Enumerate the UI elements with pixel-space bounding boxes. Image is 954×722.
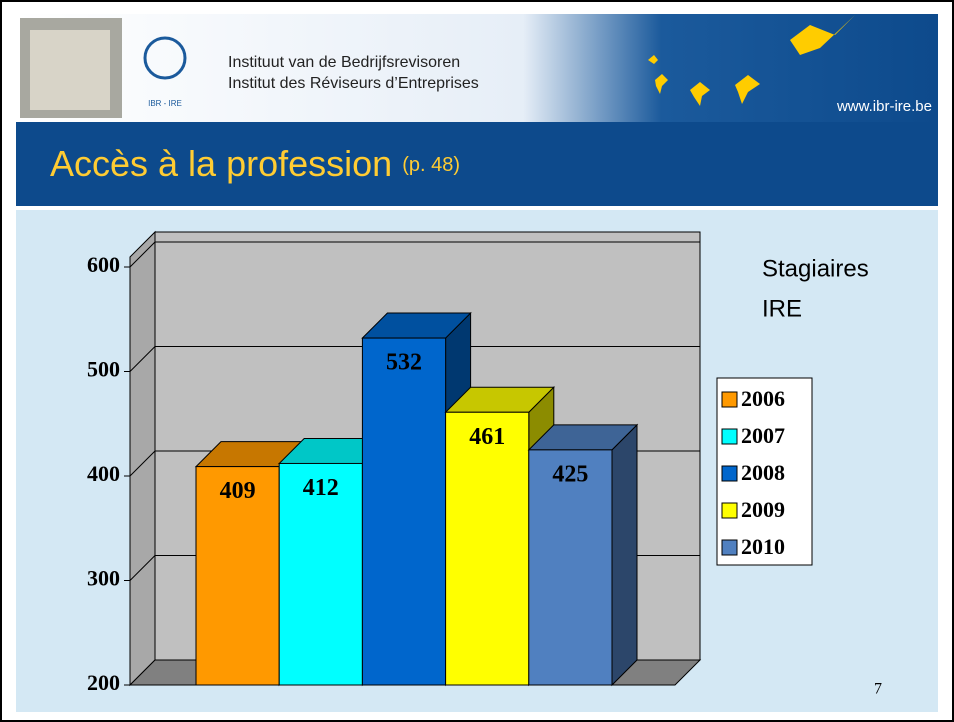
- header-band: [16, 14, 938, 122]
- side-wall: [129, 230, 156, 687]
- building-facade: [30, 30, 110, 110]
- logo: [143, 36, 187, 80]
- value-label: 412: [303, 475, 339, 501]
- legend-swatch: [721, 502, 738, 519]
- legend-label: 2009: [741, 497, 785, 522]
- legend-swatch: [721, 539, 738, 556]
- bar: [528, 449, 613, 686]
- y-tick-label: 400: [87, 461, 120, 486]
- value-label: 425: [552, 461, 588, 487]
- value-label: 409: [220, 478, 256, 504]
- grid-line-side: [129, 241, 156, 268]
- y-tick-label: 600: [87, 252, 120, 277]
- fr-name: Institut des Réviseurs d’Entreprises: [228, 75, 479, 92]
- nl-name: Instituut van de Bedrijfsrevisoren: [228, 54, 460, 71]
- annotation: Stagiaires: [762, 255, 869, 282]
- legend-label: 2008: [741, 460, 785, 485]
- title-bar: [16, 122, 938, 206]
- page-number: 7: [874, 681, 882, 698]
- bar: [361, 337, 447, 686]
- logo-text: IBR - IRE: [148, 99, 182, 108]
- title-main: Accès à la profession: [50, 143, 392, 184]
- value-label: 461: [469, 424, 505, 450]
- website: www.ibr-ire.be: [836, 98, 932, 115]
- stars: [648, 15, 855, 106]
- slide-title: Accès à la profession (p. 48): [50, 143, 460, 184]
- bar-side: [611, 423, 638, 687]
- value-label: 532: [386, 350, 422, 376]
- legend-swatch: [721, 465, 738, 482]
- grid-line-side: [129, 555, 156, 581]
- title-ref: (p. 48): [402, 154, 460, 176]
- bar: [278, 462, 363, 686]
- y-tick-label: 500: [87, 357, 120, 382]
- bar: [445, 411, 530, 686]
- chart: 200 300 400 500 600 409 412 532 461 425 Stagiaires…: [87, 230, 869, 695]
- legend-swatch: [721, 391, 738, 408]
- annotation: IRE: [762, 295, 802, 322]
- legend-swatch: [721, 428, 738, 445]
- y-tick-label: 200: [87, 670, 120, 695]
- y-tick-label: 300: [87, 566, 120, 591]
- grid-line-side: [129, 346, 156, 372]
- legend-label: 2010: [741, 534, 785, 559]
- grid-line-side: [129, 450, 156, 477]
- legend-label: 2006: [741, 386, 785, 411]
- legend-label: 2007: [741, 423, 785, 448]
